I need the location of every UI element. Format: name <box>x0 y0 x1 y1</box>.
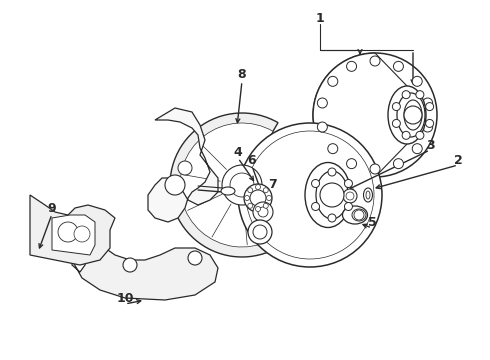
Circle shape <box>312 180 319 188</box>
Circle shape <box>258 207 268 217</box>
Circle shape <box>246 131 374 259</box>
Circle shape <box>416 91 424 99</box>
Circle shape <box>253 225 267 239</box>
Circle shape <box>328 144 338 154</box>
Circle shape <box>320 183 344 207</box>
Ellipse shape <box>366 191 370 199</box>
Polygon shape <box>52 215 95 255</box>
Circle shape <box>404 106 422 124</box>
Circle shape <box>178 161 192 175</box>
Text: 4: 4 <box>234 145 243 158</box>
Circle shape <box>344 202 352 211</box>
Circle shape <box>245 195 249 201</box>
Circle shape <box>343 189 357 203</box>
Circle shape <box>263 188 269 193</box>
Circle shape <box>318 122 327 132</box>
Circle shape <box>313 53 437 177</box>
Circle shape <box>416 131 424 139</box>
Circle shape <box>346 61 357 71</box>
Circle shape <box>263 203 269 208</box>
Circle shape <box>123 258 137 272</box>
Ellipse shape <box>388 86 426 144</box>
Circle shape <box>392 103 400 111</box>
Text: 8: 8 <box>238 68 246 81</box>
Circle shape <box>188 251 202 265</box>
Circle shape <box>412 144 422 154</box>
Circle shape <box>412 76 422 86</box>
Polygon shape <box>148 108 218 222</box>
Circle shape <box>423 98 433 108</box>
Circle shape <box>165 175 185 195</box>
Ellipse shape <box>343 206 368 224</box>
Circle shape <box>244 184 272 212</box>
Circle shape <box>426 120 434 127</box>
Text: 2: 2 <box>454 153 463 166</box>
Circle shape <box>222 165 262 205</box>
Wedge shape <box>170 113 304 257</box>
Circle shape <box>248 188 253 193</box>
Circle shape <box>255 207 261 211</box>
Ellipse shape <box>352 209 366 221</box>
Circle shape <box>253 202 273 222</box>
Text: 6: 6 <box>247 153 256 166</box>
Circle shape <box>370 56 380 66</box>
Circle shape <box>346 192 354 200</box>
Ellipse shape <box>397 93 425 137</box>
Wedge shape <box>180 123 295 247</box>
Text: 9: 9 <box>48 202 56 215</box>
Circle shape <box>393 159 403 168</box>
Circle shape <box>426 103 434 111</box>
Circle shape <box>267 195 271 201</box>
Text: 1: 1 <box>316 12 324 24</box>
Circle shape <box>402 131 410 139</box>
Ellipse shape <box>364 188 372 202</box>
Circle shape <box>344 180 352 188</box>
Circle shape <box>402 91 410 99</box>
Polygon shape <box>30 195 115 265</box>
Circle shape <box>58 222 78 242</box>
Text: 3: 3 <box>426 139 434 152</box>
Polygon shape <box>72 248 218 300</box>
Circle shape <box>248 203 253 208</box>
Circle shape <box>312 202 319 211</box>
Ellipse shape <box>221 187 235 195</box>
Circle shape <box>392 120 400 127</box>
Text: 7: 7 <box>268 179 276 192</box>
Text: 5: 5 <box>368 216 376 229</box>
Circle shape <box>354 210 364 220</box>
Circle shape <box>328 168 336 176</box>
Circle shape <box>423 122 433 132</box>
Circle shape <box>230 173 254 197</box>
Circle shape <box>393 61 403 71</box>
Ellipse shape <box>404 100 422 130</box>
Circle shape <box>255 184 261 189</box>
Circle shape <box>248 220 272 244</box>
Circle shape <box>250 190 266 206</box>
Circle shape <box>328 214 336 222</box>
Circle shape <box>238 123 382 267</box>
Circle shape <box>370 164 380 174</box>
Ellipse shape <box>316 171 348 219</box>
Circle shape <box>318 98 327 108</box>
Ellipse shape <box>305 162 351 228</box>
Circle shape <box>74 226 90 242</box>
Circle shape <box>346 159 357 168</box>
Circle shape <box>328 76 338 86</box>
Text: 10: 10 <box>116 292 134 305</box>
